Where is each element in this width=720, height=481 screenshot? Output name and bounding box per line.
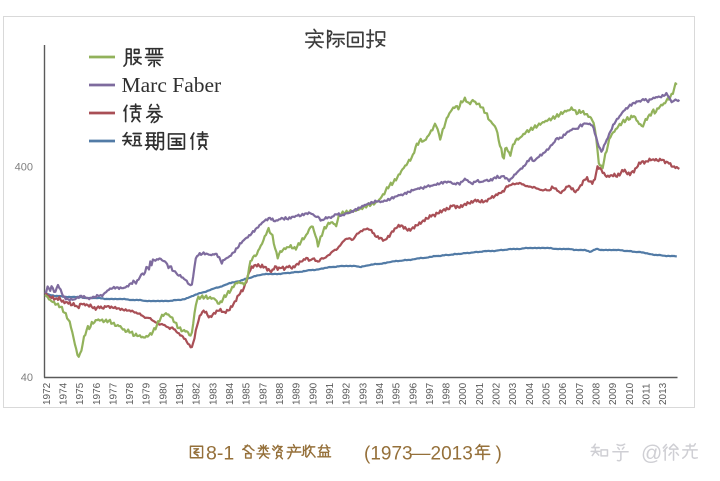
svg-text:Marc Faber: Marc Faber	[122, 73, 222, 97]
svg-text:1993: 1993	[358, 382, 369, 405]
svg-text:400: 400	[15, 162, 33, 174]
svg-text:1978: 1978	[125, 382, 136, 405]
svg-text:2009: 2009	[608, 382, 619, 405]
svg-text:1988: 1988	[275, 382, 286, 405]
svg-text:1979: 1979	[142, 382, 153, 405]
svg-text:1975: 1975	[75, 382, 86, 405]
svg-text:1998: 1998	[442, 382, 453, 405]
svg-text:@: @	[641, 442, 662, 465]
svg-text:2000: 2000	[458, 382, 469, 405]
svg-text:(1973: (1973	[364, 444, 413, 465]
svg-text:2008: 2008	[592, 382, 603, 405]
svg-text:—2013: —2013	[412, 444, 473, 465]
svg-text:1981: 1981	[175, 382, 186, 405]
svg-text:2006: 2006	[558, 382, 569, 405]
svg-text:1976: 1976	[92, 382, 103, 405]
svg-text:): )	[496, 444, 502, 465]
svg-text:2010: 2010	[625, 382, 636, 405]
svg-text:1994: 1994	[375, 382, 386, 405]
svg-text:2007: 2007	[575, 382, 586, 405]
svg-text:1995: 1995	[392, 382, 403, 405]
svg-text:2003: 2003	[508, 382, 519, 405]
svg-text:1983: 1983	[208, 382, 219, 405]
svg-text:1996: 1996	[408, 382, 419, 405]
svg-text:1984: 1984	[225, 382, 236, 405]
svg-text:1974: 1974	[59, 382, 70, 405]
svg-text:1982: 1982	[192, 382, 203, 405]
svg-text:1991: 1991	[325, 382, 336, 405]
svg-text:2001: 2001	[475, 382, 486, 405]
svg-text:1989: 1989	[292, 382, 303, 405]
svg-text:1992: 1992	[342, 382, 353, 405]
svg-text:8-1: 8-1	[206, 443, 234, 465]
svg-text:2005: 2005	[542, 382, 553, 405]
svg-text:1977: 1977	[108, 382, 119, 405]
svg-text:2011: 2011	[642, 383, 653, 405]
svg-text:2002: 2002	[492, 382, 503, 405]
svg-text:1980: 1980	[158, 382, 169, 405]
svg-text:1972: 1972	[42, 382, 53, 405]
svg-text:1987: 1987	[258, 382, 269, 405]
svg-text:1997: 1997	[425, 382, 436, 405]
svg-text:1990: 1990	[308, 382, 319, 405]
svg-text:40: 40	[21, 372, 33, 384]
svg-text:2004: 2004	[525, 382, 536, 405]
svg-text:1985: 1985	[242, 382, 253, 405]
svg-text:2013: 2013	[658, 382, 669, 405]
